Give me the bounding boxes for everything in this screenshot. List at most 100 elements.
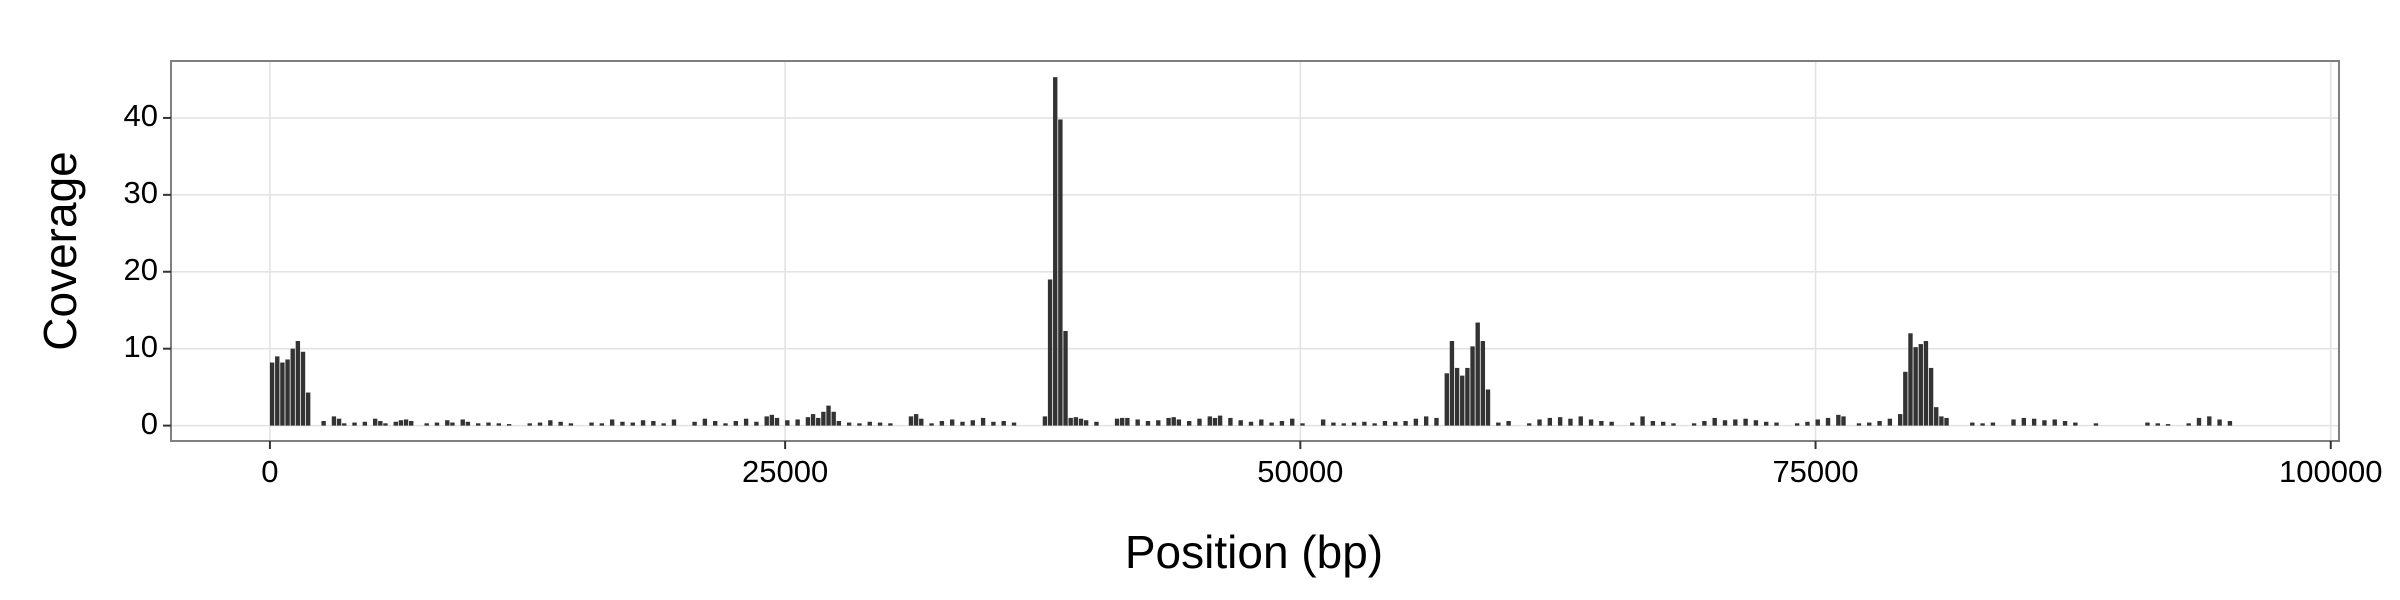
bar (702, 418, 708, 426)
bar (1351, 422, 1357, 426)
bar (372, 418, 378, 426)
bar (713, 421, 718, 426)
bar (774, 417, 780, 426)
bar (831, 411, 836, 426)
bar (285, 359, 290, 426)
bar (1125, 417, 1130, 426)
bar (342, 423, 347, 426)
y-axis-title: Coverage (34, 151, 86, 350)
bar (300, 351, 306, 426)
bar (496, 423, 501, 426)
bar (1630, 422, 1635, 426)
bar (1470, 346, 1475, 426)
bar (393, 421, 398, 426)
bar (1903, 371, 1908, 426)
bar (1691, 423, 1697, 426)
bar (352, 422, 357, 426)
x-tick-label: 75000 (1772, 454, 1858, 489)
bar (2031, 418, 2037, 426)
bar (1078, 418, 1084, 426)
bar (1166, 417, 1171, 426)
bar (403, 419, 409, 426)
x-tick-label: 50000 (1257, 454, 1343, 489)
bar (1887, 418, 1893, 426)
bar (1506, 421, 1511, 426)
bar (2207, 416, 2212, 426)
bar (2165, 424, 2171, 426)
bar (331, 416, 337, 426)
bar (2062, 421, 2068, 426)
bar (409, 421, 414, 426)
bar (1176, 419, 1182, 426)
bar (1867, 422, 1872, 426)
bar (919, 418, 924, 426)
bar (1640, 416, 1645, 426)
bar (1939, 416, 1944, 426)
bar (1320, 419, 1326, 426)
bar (2093, 423, 2099, 426)
bar (1362, 421, 1367, 426)
bar (671, 419, 677, 426)
bar (1269, 422, 1274, 426)
bar (908, 416, 914, 426)
bar (290, 348, 295, 426)
bar (1217, 415, 1223, 426)
bar (1042, 416, 1048, 426)
bar (1011, 422, 1017, 426)
bar (1068, 417, 1073, 426)
bar (826, 405, 831, 426)
bar (810, 414, 816, 426)
bar (1480, 341, 1486, 426)
bar (589, 422, 594, 426)
bar (2073, 422, 2078, 426)
bar (2227, 421, 2233, 426)
bar (383, 423, 388, 426)
bar (305, 392, 311, 426)
bar (1918, 344, 1923, 426)
bar (2186, 423, 2191, 426)
panel-border (170, 60, 2340, 442)
bar (913, 414, 919, 426)
bar (1578, 416, 1583, 426)
bar (1094, 421, 1099, 426)
bar (651, 421, 656, 426)
bar (1171, 417, 1176, 426)
bar (743, 418, 749, 426)
bar (888, 423, 893, 426)
bar (2217, 419, 2222, 426)
bar (929, 423, 934, 426)
bar (434, 422, 440, 426)
bar (1764, 421, 1769, 426)
bar (754, 421, 759, 426)
bar (450, 422, 455, 426)
bar (1557, 417, 1563, 426)
bar (764, 416, 769, 426)
bar (2011, 419, 2016, 426)
bar (1135, 419, 1140, 426)
bar (620, 421, 625, 426)
bar (1228, 417, 1233, 426)
bar (1722, 420, 1728, 426)
bar (1990, 422, 1996, 426)
bar (1259, 419, 1264, 426)
bar (1609, 421, 1614, 426)
bar (1825, 417, 1831, 426)
bar (2021, 417, 2027, 426)
bar (1908, 333, 1913, 426)
bar (1279, 421, 1285, 426)
bar (1186, 421, 1192, 426)
bar (1047, 279, 1053, 426)
y-tick-label: 20 (124, 252, 158, 287)
bar (1434, 417, 1439, 426)
bar (846, 422, 852, 426)
x-tick-label: 100000 (2279, 454, 2382, 489)
x-axis-title: Position (bp) (1125, 526, 1383, 578)
bar (1928, 367, 1934, 426)
bar (1460, 375, 1465, 426)
bar (1547, 417, 1553, 426)
y-tick-label: 40 (124, 98, 158, 133)
bar (1331, 422, 1336, 426)
bar (867, 421, 872, 426)
